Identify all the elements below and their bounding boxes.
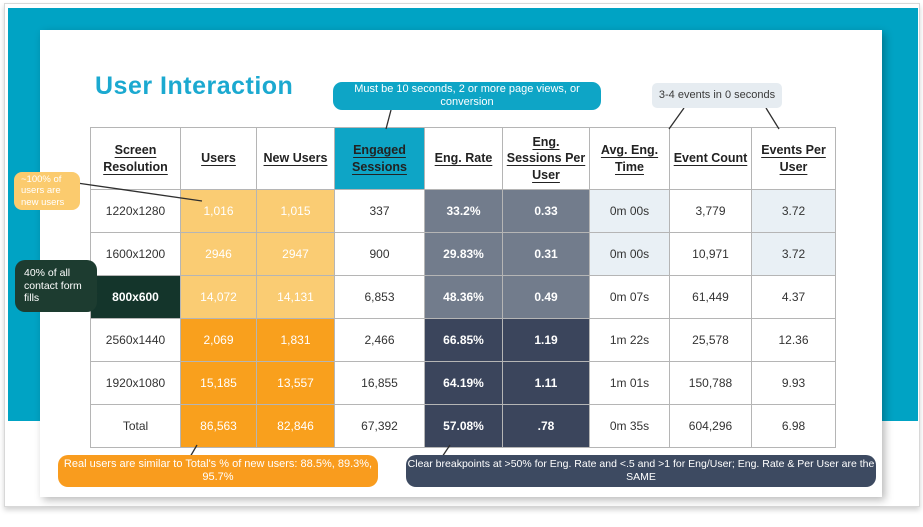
table-cell: 57.08% bbox=[424, 404, 503, 448]
col-header-users: Users bbox=[180, 127, 257, 190]
col-header-engaged-sessions: Engaged Sessions bbox=[334, 127, 425, 190]
col-header-avg-eng-time: Avg. Eng. Time bbox=[589, 127, 670, 190]
table-cell: 150,788 bbox=[669, 361, 752, 405]
table-cell: Total bbox=[90, 404, 181, 448]
table-cell: 1,831 bbox=[256, 318, 335, 362]
table-cell: 1.11 bbox=[502, 361, 590, 405]
data-table: Screen Resolution Users New Users Engage… bbox=[90, 127, 836, 448]
col-header-eng-sessions-per-user: Eng. Sessions Per User bbox=[502, 127, 590, 190]
table-cell: 29.83% bbox=[424, 232, 503, 276]
table-header-row: Screen Resolution Users New Users Engage… bbox=[90, 127, 836, 190]
table-cell: 25,578 bbox=[669, 318, 752, 362]
table-cell: 900 bbox=[334, 232, 425, 276]
table-cell: 6,853 bbox=[334, 275, 425, 319]
table-cell: 1920x1080 bbox=[90, 361, 181, 405]
table-cell: 0.49 bbox=[502, 275, 590, 319]
table-cell: 2946 bbox=[180, 232, 257, 276]
table-cell: 4.37 bbox=[751, 275, 836, 319]
table-cell: 13,557 bbox=[256, 361, 335, 405]
table-cell: 6.98 bbox=[751, 404, 836, 448]
slide: User Interaction Screen Resolution Users… bbox=[40, 30, 882, 497]
table-cell: 1,016 bbox=[180, 189, 257, 233]
table-cell: 0.31 bbox=[502, 232, 590, 276]
table-cell: 3.72 bbox=[751, 189, 836, 233]
table-cell: 48.36% bbox=[424, 275, 503, 319]
col-header-screen-resolution: Screen Resolution bbox=[90, 127, 181, 190]
table-cell: 1m 22s bbox=[589, 318, 670, 362]
table-cell: 0m 07s bbox=[589, 275, 670, 319]
col-header-eng-rate: Eng. Rate bbox=[424, 127, 503, 190]
table-cell: 33.2% bbox=[424, 189, 503, 233]
callout-events: 3-4 events in 0 seconds bbox=[652, 83, 782, 108]
table-row: 1920x1080 15,185 13,557 16,855 64.19% 1.… bbox=[90, 361, 836, 405]
table-cell: 0m 35s bbox=[589, 404, 670, 448]
table-cell: 12.36 bbox=[751, 318, 836, 362]
callout-contact-forms: 40% of all contact form fills bbox=[15, 260, 97, 312]
table-cell: 1m 01s bbox=[589, 361, 670, 405]
table-cell: 66.85% bbox=[424, 318, 503, 362]
table-cell: 61,449 bbox=[669, 275, 752, 319]
table-cell: 2560x1440 bbox=[90, 318, 181, 362]
col-header-event-count: Event Count bbox=[669, 127, 752, 190]
table-cell: 800x600 bbox=[90, 275, 181, 319]
table-cell: .78 bbox=[502, 404, 590, 448]
table-cell: 82,846 bbox=[256, 404, 335, 448]
table-cell: 16,855 bbox=[334, 361, 425, 405]
table-cell: 2,069 bbox=[180, 318, 257, 362]
table-cell: 604,296 bbox=[669, 404, 752, 448]
table-cell: 67,392 bbox=[334, 404, 425, 448]
table-cell: 15,185 bbox=[180, 361, 257, 405]
table-row-total: Total 86,563 82,846 67,392 57.08% .78 0m… bbox=[90, 404, 836, 448]
table-cell: 0m 00s bbox=[589, 232, 670, 276]
table-row: 1600x1200 2946 2947 900 29.83% 0.31 0m 0… bbox=[90, 232, 836, 276]
table-cell: 14,131 bbox=[256, 275, 335, 319]
table-cell: 1.19 bbox=[502, 318, 590, 362]
table-cell: 1220x1280 bbox=[90, 189, 181, 233]
table-row: 800x600 14,072 14,131 6,853 48.36% 0.49 … bbox=[90, 275, 836, 319]
col-header-new-users: New Users bbox=[256, 127, 335, 190]
callout-engaged-sessions: Must be 10 seconds, 2 or more page views… bbox=[333, 82, 601, 110]
table-cell: 9.93 bbox=[751, 361, 836, 405]
callout-breakpoints: Clear breakpoints at >50% for Eng. Rate … bbox=[406, 455, 876, 487]
table-row: 1220x1280 1,016 1,015 337 33.2% 0.33 0m … bbox=[90, 189, 836, 233]
table-cell: 1600x1200 bbox=[90, 232, 181, 276]
table-cell: 337 bbox=[334, 189, 425, 233]
col-header-events-per-user: Events Per User bbox=[751, 127, 836, 190]
table-cell: 3.72 bbox=[751, 232, 836, 276]
page-title: User Interaction bbox=[95, 72, 294, 100]
table-cell: 86,563 bbox=[180, 404, 257, 448]
table-cell: 1,015 bbox=[256, 189, 335, 233]
table-cell: 14,072 bbox=[180, 275, 257, 319]
callout-real-users: Real users are similar to Total's % of n… bbox=[58, 455, 378, 487]
table-cell: 0.33 bbox=[502, 189, 590, 233]
table-cell: 0m 00s bbox=[589, 189, 670, 233]
table-cell: 2947 bbox=[256, 232, 335, 276]
table-cell: 3,779 bbox=[669, 189, 752, 233]
table-cell: 10,971 bbox=[669, 232, 752, 276]
table-cell: 2,466 bbox=[334, 318, 425, 362]
callout-new-users: ~100% of users are new users bbox=[14, 172, 80, 210]
table-cell: 64.19% bbox=[424, 361, 503, 405]
table-row: 2560x1440 2,069 1,831 2,466 66.85% 1.19 … bbox=[90, 318, 836, 362]
